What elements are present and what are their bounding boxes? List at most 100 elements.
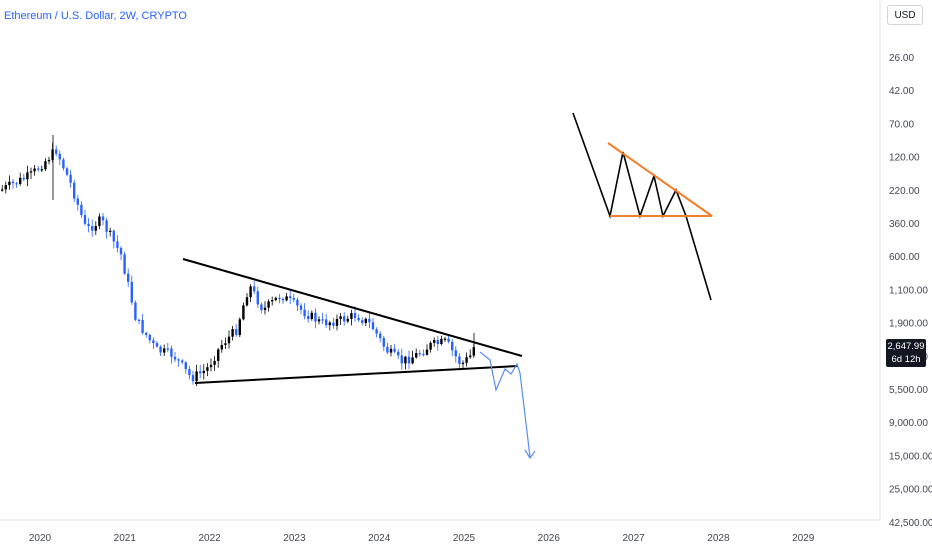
candle-body <box>314 312 317 322</box>
candle-body <box>310 312 313 320</box>
candle-body <box>451 341 454 351</box>
y-tick-label: 120.00 <box>889 153 920 164</box>
candle-body <box>278 297 281 300</box>
candle-body <box>148 334 151 341</box>
candle-body <box>418 353 421 355</box>
candle-body <box>188 369 191 376</box>
candle-body <box>235 329 238 335</box>
candle-body <box>163 348 166 353</box>
candle-body <box>458 356 461 364</box>
candle-body <box>47 159 51 162</box>
candle-body <box>472 347 475 356</box>
candle-body <box>33 168 36 172</box>
x-tick-label: 2024 <box>368 533 391 544</box>
candle-body <box>206 367 209 371</box>
candle-body <box>80 204 83 216</box>
candle-body <box>123 254 126 274</box>
candle-body <box>397 351 400 356</box>
candle-body <box>1 189 4 191</box>
price-axis[interactable]: 26.00 42.00 70.00 120.00 220.00 360.00 600.00 1… <box>889 53 932 529</box>
candle-body <box>242 305 245 320</box>
candle-body <box>447 338 450 342</box>
candle-body <box>350 313 353 319</box>
candle-body <box>465 357 468 363</box>
candle-body <box>166 348 169 350</box>
x-tick-label: 2029 <box>792 533 815 544</box>
candle-body <box>195 371 198 382</box>
candle-body <box>339 316 342 319</box>
chart-title: Ethereum / U.S. Dollar, 2W, CRYPTO <box>4 10 187 22</box>
time-axis[interactable]: 2020 2021 2022 2023 2024 2025 2026 2027 2028 2029 <box>29 533 815 544</box>
lower-trendline[interactable] <box>194 365 519 384</box>
candle-body <box>231 329 234 337</box>
candle-body <box>55 149 58 154</box>
candle-body <box>325 319 328 326</box>
candle-body <box>134 302 137 320</box>
candle-body <box>260 304 263 311</box>
candle-body <box>289 296 292 299</box>
x-tick-label: 2025 <box>453 533 476 544</box>
triangle-pattern-drawing[interactable] <box>572 112 713 301</box>
projection-arrowhead <box>524 449 536 460</box>
candle-body <box>37 168 40 170</box>
candle-body <box>361 320 364 323</box>
candle-body <box>202 370 205 374</box>
candle-body <box>346 318 349 322</box>
candle-body <box>285 296 288 301</box>
candle-body <box>130 281 133 303</box>
candle-body <box>317 319 321 322</box>
candle-body <box>112 230 115 242</box>
y-tick-label: 220.00 <box>889 186 920 197</box>
candle-body <box>281 298 285 301</box>
candle-body <box>15 183 18 185</box>
candle-body <box>404 356 407 364</box>
candle-body <box>8 181 11 186</box>
candle-body <box>83 215 87 224</box>
candle-body <box>127 273 130 282</box>
y-tick-label: 9,000.00 <box>889 418 928 429</box>
candle-body <box>267 301 270 308</box>
candle-body <box>332 322 335 326</box>
upper-trendline[interactable] <box>182 258 523 357</box>
candle-body <box>173 356 177 360</box>
candle-body <box>379 333 382 339</box>
candle-body <box>155 343 159 347</box>
candle-body <box>433 339 436 343</box>
candle-body <box>177 359 180 361</box>
candle-body <box>19 177 22 184</box>
candle-body <box>253 286 256 292</box>
candle-body <box>303 309 306 317</box>
candle-body <box>101 216 105 221</box>
candle-body <box>454 350 457 357</box>
x-tick-label: 2022 <box>198 533 221 544</box>
candle-body <box>98 216 101 227</box>
currency-button[interactable]: USD <box>887 5 923 25</box>
candle-body <box>4 185 7 190</box>
candle-body <box>141 320 144 333</box>
candle-body <box>357 317 360 321</box>
candle-body <box>94 226 97 231</box>
candle-body <box>299 305 303 310</box>
candle-body <box>224 343 227 345</box>
candle-body <box>436 339 439 345</box>
candle-body <box>263 307 267 311</box>
candle-body <box>343 316 346 322</box>
candle-body <box>159 346 162 353</box>
candle-body <box>62 159 65 169</box>
candle-body <box>91 226 94 231</box>
candle-body <box>422 353 425 356</box>
candle-body <box>87 223 90 227</box>
candle-body <box>209 364 213 368</box>
candle-body <box>292 298 295 300</box>
candle-body <box>58 153 61 160</box>
candle-body <box>69 174 72 183</box>
projection-path[interactable] <box>479 351 531 458</box>
candle-body <box>152 340 155 344</box>
y-tick-label: 5,500.00 <box>889 385 928 396</box>
y-tick-label: 70.00 <box>889 119 914 130</box>
last-price-tag: 2,647.99 6d 12h <box>886 339 926 367</box>
x-tick-label: 2028 <box>707 533 730 544</box>
candle-body <box>213 360 216 365</box>
bar-countdown: 6d 12h <box>891 354 921 365</box>
